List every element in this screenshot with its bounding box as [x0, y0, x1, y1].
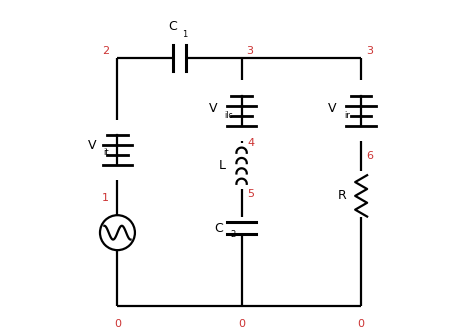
Text: 2: 2	[102, 46, 109, 56]
Text: 0: 0	[114, 319, 121, 329]
Text: it: it	[103, 148, 109, 157]
Text: 2: 2	[231, 230, 236, 239]
Text: V: V	[88, 139, 96, 152]
Text: L: L	[219, 160, 226, 172]
Text: 1: 1	[182, 30, 188, 39]
Text: 5: 5	[247, 188, 254, 198]
Text: 0: 0	[238, 319, 245, 329]
Text: 6: 6	[367, 151, 374, 161]
Text: 3: 3	[246, 46, 253, 56]
Text: V: V	[209, 102, 218, 115]
Text: ir: ir	[345, 111, 350, 120]
Text: 4: 4	[247, 138, 254, 148]
Text: 0: 0	[358, 319, 365, 329]
Text: R: R	[337, 189, 346, 202]
Text: 3: 3	[366, 46, 373, 56]
Text: C: C	[168, 20, 177, 33]
Text: V: V	[328, 102, 337, 115]
Text: ilc: ilc	[224, 111, 233, 120]
Text: C: C	[214, 221, 223, 234]
Text: 1: 1	[102, 193, 109, 203]
